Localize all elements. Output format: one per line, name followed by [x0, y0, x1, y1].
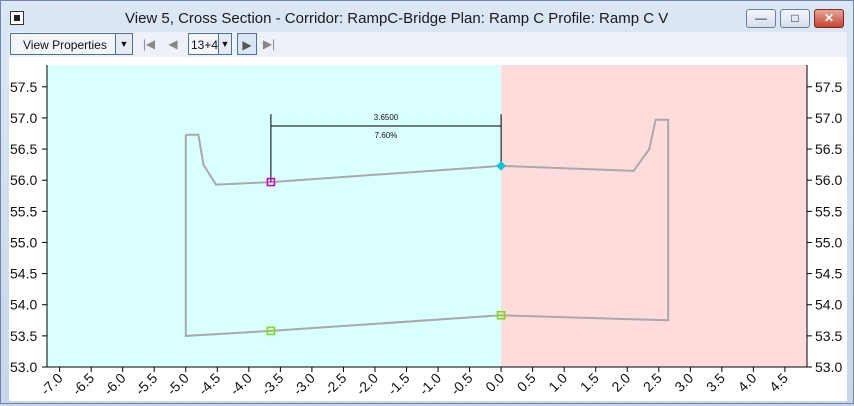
- y-tick-label-left: 53.0: [10, 359, 37, 375]
- x-tick-label: -5.0: [164, 370, 193, 399]
- dimension-slope-label: 7.60%: [375, 131, 398, 140]
- view-properties-dropdown[interactable]: View Properties ▼: [10, 33, 133, 55]
- previous-station-button[interactable]: ◀: [163, 33, 183, 55]
- x-tick-label: -4.5: [195, 370, 224, 399]
- close-button[interactable]: ✕: [814, 9, 844, 28]
- y-tick-label-left: 55.5: [10, 203, 37, 219]
- x-tick-label: -4.0: [227, 370, 256, 399]
- close-icon: ✕: [823, 11, 835, 25]
- maximize-button[interactable]: □: [780, 9, 810, 28]
- title-bar[interactable]: View 5, Cross Section - Corridor: RampC-…: [1, 1, 853, 32]
- cross-section-chart[interactable]: 57.5 57.5 57.0 57.0 56.5 56.5 56.0 56.0 55.5 55.5…: [9, 57, 847, 401]
- x-tick-label: -7.0: [37, 370, 66, 399]
- last-icon: ▶|: [262, 37, 276, 51]
- x-tick-label: -1.5: [384, 370, 413, 399]
- x-tick-label: -6.5: [69, 370, 98, 399]
- station-chevron-down-icon[interactable]: ▼: [218, 34, 231, 54]
- y-tick-label-right: 56.0: [815, 172, 842, 188]
- first-station-button[interactable]: |◀: [139, 33, 159, 55]
- x-tick-label: -5.5: [132, 370, 161, 399]
- right-region: [501, 65, 807, 367]
- y-tick-label-left: 54.0: [10, 297, 37, 313]
- x-tick-label: 4.0: [734, 370, 759, 395]
- y-tick-label-right: 57.5: [815, 79, 842, 95]
- y-tick-label-left: 54.5: [10, 266, 37, 282]
- x-tick-label: -2.5: [321, 370, 350, 399]
- x-tick-label: 3.0: [671, 370, 696, 395]
- y-tick-label-right: 54.0: [815, 297, 842, 313]
- y-tick-label-right: 56.5: [815, 141, 842, 157]
- station-selector[interactable]: 13+4 ▼: [188, 33, 232, 55]
- y-tick-label-right: 54.5: [815, 266, 842, 282]
- minimize-button[interactable]: —: [746, 9, 776, 28]
- minimize-icon: —: [755, 11, 767, 25]
- cross-section-plot[interactable]: 57.5 57.5 57.0 57.0 56.5 56.5 56.0 56.0 55.5 55.5…: [9, 57, 847, 401]
- x-tick-label: -0.5: [447, 370, 476, 399]
- left-region: [47, 65, 502, 367]
- y-tick-label-left: 56.0: [10, 172, 37, 188]
- point-marker-cyan: [496, 161, 506, 171]
- point-marker-green: [266, 326, 276, 336]
- y-tick-label-right: 55.0: [815, 234, 842, 250]
- y-tick-label-right: 55.5: [815, 203, 842, 219]
- x-tick-label: 0.0: [482, 370, 507, 395]
- window-menu-icon[interactable]: [10, 11, 24, 25]
- first-icon: |◀: [142, 37, 156, 51]
- x-tick-label: 1.5: [577, 370, 602, 395]
- y-tick-label-left: 53.5: [10, 328, 37, 344]
- y-tick-label-left: 55.0: [10, 234, 37, 250]
- maximize-icon: □: [791, 11, 799, 25]
- x-tick-label: -3.5: [258, 370, 287, 399]
- y-tick-label-left: 57.5: [10, 79, 37, 95]
- y-tick-label-right: 53.0: [815, 359, 842, 375]
- next-station-button[interactable]: ▶: [237, 33, 257, 55]
- x-tick-label: -1.0: [416, 370, 445, 399]
- x-tick-label: 2.5: [640, 370, 665, 395]
- x-tick-label: 2.0: [608, 370, 633, 395]
- x-tick-label: -2.0: [353, 370, 382, 399]
- chevron-down-icon[interactable]: ▼: [115, 34, 132, 54]
- point-marker-green: [496, 311, 506, 320]
- window-title: View 5, Cross Section - Corridor: RampC-…: [125, 10, 669, 27]
- previous-icon: ◀: [168, 37, 178, 51]
- dimension-width-label: 3.6500: [374, 113, 399, 122]
- point-marker-magenta: [266, 177, 276, 187]
- station-value: 13+4: [191, 38, 219, 52]
- x-tick-label: -3.0: [290, 370, 319, 399]
- y-tick-label-right: 57.0: [815, 110, 842, 126]
- last-station-button[interactable]: ▶|: [259, 33, 279, 55]
- y-tick-label-left: 57.0: [10, 110, 37, 126]
- y-tick-label-left: 56.5: [10, 141, 37, 157]
- view-properties-label: View Properties: [23, 38, 107, 52]
- x-tick-label: 4.5: [766, 370, 791, 395]
- y-tick-label-right: 53.5: [815, 328, 842, 344]
- x-tick-label: 0.5: [514, 370, 539, 395]
- toolbar: View Properties ▼ |◀ ◀ 13+4 ▼ ▶ ▶|: [9, 32, 847, 57]
- x-tick-label: -6.0: [100, 370, 129, 399]
- x-tick-label: 3.5: [703, 370, 728, 395]
- next-icon: ▶: [242, 38, 252, 52]
- section-outline: [184, 118, 670, 337]
- x-tick-label: 1.0: [545, 370, 570, 395]
